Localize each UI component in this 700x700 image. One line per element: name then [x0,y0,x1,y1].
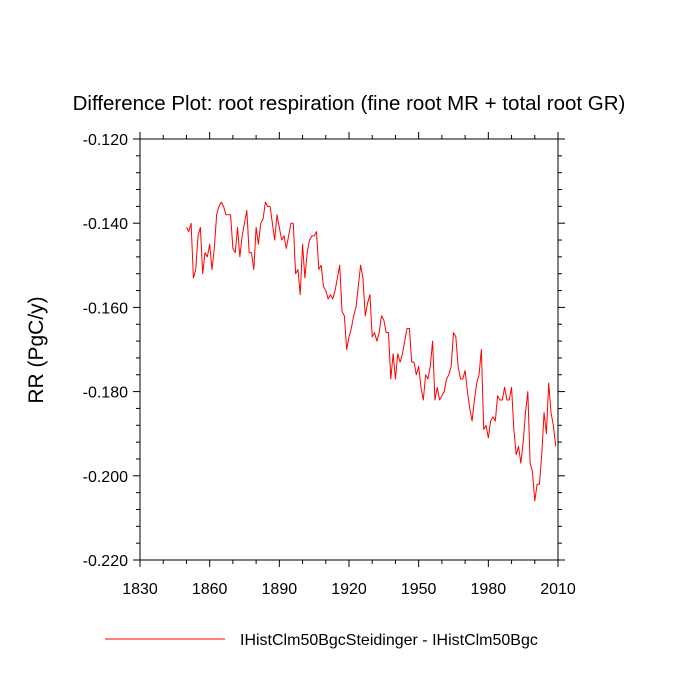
y-tick-label: -0.140 [83,216,128,233]
legend-label: IHistClm50BgcSteidinger - IHistClm50Bgc [240,632,538,649]
x-tick-label: 1890 [262,581,298,598]
series-layer [186,201,557,502]
y-tick-label: -0.220 [83,553,128,570]
y-tick-label: -0.120 [83,132,128,149]
axis-ticks: 1830 1860 1890 1920 1950 1980 2010 -0.120 -0.140… [83,132,576,598]
x-tick-label: 1920 [331,581,367,598]
chart-title: Difference Plot: root respiration (fine … [73,92,626,115]
y-axis-label: RR (PgC/y) [25,296,48,403]
legend: IHistClm50BgcSteidinger - IHistClm50Bgc [105,632,538,649]
x-tick-label: 1980 [471,581,507,598]
y-tick-label: -0.180 [83,385,128,402]
x-tick-label: 1860 [192,581,228,598]
x-tick-label: 1950 [401,581,437,598]
x-tick-label: 1830 [122,581,158,598]
y-tick-label: -0.160 [83,300,128,317]
series-line [186,201,557,502]
plot-frame [139,138,559,561]
y-tick-label: -0.200 [83,469,128,486]
x-tick-label: 2010 [540,581,576,598]
